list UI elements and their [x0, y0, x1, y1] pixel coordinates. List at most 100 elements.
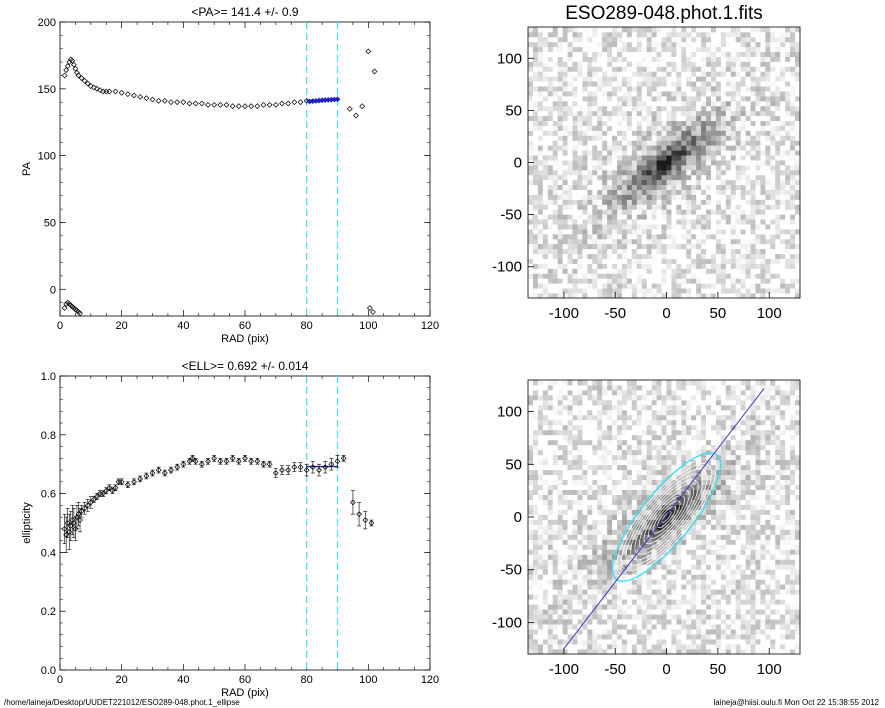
img1-pixel: [770, 248, 776, 255]
img1-pixel: [735, 278, 742, 284]
img1-pixel: [780, 224, 786, 230]
img1-pixel: [661, 110, 667, 117]
img1-pixel: [621, 243, 628, 250]
img1-pixel: [612, 263, 618, 269]
img1-pixel: [582, 46, 588, 53]
img2-pixel: [607, 589, 613, 595]
img2-pixel: [592, 639, 598, 645]
img2-pixel: [562, 624, 568, 630]
img1-pixel: [547, 164, 554, 171]
img2-pixel: [572, 629, 578, 635]
img1-pixel: [671, 238, 677, 245]
img1-pixel: [770, 209, 776, 215]
img1-pixel: [701, 105, 707, 112]
img1-pixel: [745, 27, 751, 33]
img1-pixel: [597, 31, 603, 38]
img2-pixel: [582, 439, 588, 446]
pa-data-point: [61, 72, 68, 79]
img1-pixel: [676, 51, 682, 57]
img1-pixel: [686, 273, 692, 279]
img1-pixel: [780, 27, 786, 33]
img1-pixel: [597, 184, 603, 190]
img1-pixel: [532, 288, 539, 294]
img2-pixel: [641, 399, 648, 406]
img1-pixel: [631, 233, 638, 240]
pa-data-point: [297, 99, 304, 106]
img2-pixel: [577, 599, 583, 605]
img2-pixel: [542, 629, 549, 635]
img1-pixel: [770, 76, 776, 82]
img1-pixel: [656, 51, 662, 57]
img1-pixel: [607, 140, 613, 146]
img1-pixel: [775, 268, 781, 274]
img1-pixel: [567, 164, 573, 171]
img1-pixel: [528, 71, 534, 77]
img1-pixel: [745, 41, 751, 48]
img1-pixel: [780, 46, 786, 53]
img1-pixel: [572, 160, 578, 166]
img1-pixel: [730, 238, 737, 245]
img1-pixel: [552, 189, 559, 195]
img2-pixel: [542, 514, 549, 520]
img1-pixel: [562, 169, 568, 176]
img2-pixel: [537, 629, 544, 635]
img1-pixel: [552, 71, 559, 77]
img1-pixel: [745, 179, 751, 186]
img1-pixel: [651, 71, 657, 77]
img1-pixel: [681, 71, 687, 77]
img1-pixel: [626, 135, 633, 141]
img2-pixel: [597, 419, 603, 426]
img1-pixel: [750, 155, 756, 161]
img1-pixel: [636, 293, 643, 299]
img1-pixel: [691, 224, 697, 230]
img2-pixel: [607, 509, 613, 515]
img1-pixel: [577, 179, 583, 186]
img2-pixel: [587, 484, 593, 490]
img1-pixel: [780, 238, 786, 245]
img1-pixel: [735, 41, 742, 48]
ell-data-point: [149, 470, 156, 476]
img1-pixel: [641, 135, 648, 141]
img2-pixel: [612, 629, 618, 635]
img1-pixel: [607, 219, 613, 225]
img1-pixel: [661, 194, 667, 200]
img1-pixel: [562, 155, 568, 161]
img1-pixel: [572, 91, 578, 97]
img1-pixel: [780, 61, 786, 67]
img2-pixel: [641, 419, 648, 426]
img1-pixel: [770, 91, 776, 97]
img1-pixel: [557, 66, 564, 72]
img2-pixel: [557, 619, 564, 625]
img2-pixel: [582, 584, 588, 590]
img1-pixel: [681, 248, 687, 255]
img1-pixel: [602, 56, 608, 62]
img1-pixel: [780, 164, 786, 171]
img1-pixel: [785, 204, 791, 210]
img1-pixel: [701, 145, 707, 151]
img1-pixel: [750, 224, 756, 230]
img1-pixel: [592, 199, 598, 205]
img2-pixel: [646, 644, 653, 650]
img1-pixel: [607, 91, 613, 97]
img1-pixel: [676, 164, 682, 171]
img2-pixel: [621, 459, 628, 466]
img2-pixel: [532, 559, 539, 565]
img2-pixel: [532, 644, 539, 650]
img1-pixel: [715, 46, 722, 53]
img1-pixel: [562, 179, 568, 186]
img1-pixel: [701, 268, 707, 274]
img1-pixel: [730, 125, 737, 131]
img2-pixel: [547, 499, 554, 505]
img1-pixel: [730, 164, 737, 171]
img2-pixel: [592, 589, 598, 595]
img1-pixel: [567, 56, 573, 62]
img1-pixel: [666, 100, 672, 107]
img1-pixel: [760, 110, 766, 117]
img1-pixel: [696, 125, 702, 131]
img2-pixel: [542, 504, 549, 510]
img1-pixel: [626, 145, 633, 151]
img2-pixel: [547, 539, 554, 545]
img1-pixel: [542, 169, 549, 176]
img1-pixel: [587, 120, 593, 126]
img2-pixel: [562, 584, 568, 590]
